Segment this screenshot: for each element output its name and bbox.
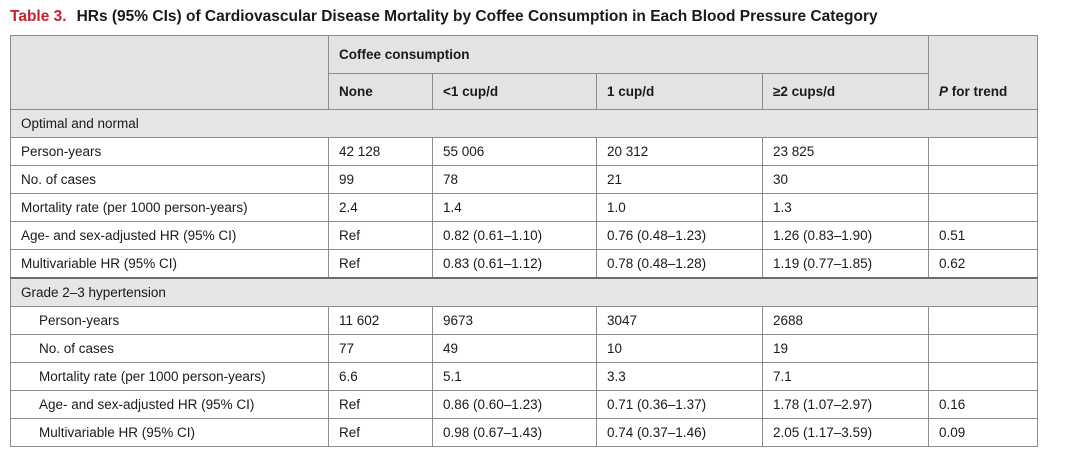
table-row: Age- and sex-adjusted HR (95% CI) Ref 0.82…	[10, 221, 1038, 250]
trend-cell	[928, 137, 1038, 166]
table-cell: 1.78 (1.07–2.97)	[762, 390, 929, 419]
header-col-1: 1 cup/d	[596, 73, 763, 110]
table-cell: 0.76 (0.48–1.23)	[596, 221, 763, 250]
table-cell: 1.19 (0.77–1.85)	[762, 249, 929, 279]
table-cell: 21	[596, 165, 763, 194]
table-row: Multivariable HR (95% CI) Ref 0.98 (0.67–1…	[10, 418, 1038, 447]
table-row: Mortality rate (per 1000 person-years) 6.…	[10, 362, 1038, 391]
row-label: No. of cases	[10, 165, 329, 194]
table-cell: 1.0	[596, 193, 763, 222]
trend-cell	[928, 193, 1038, 222]
table-row: No. of cases 99 78 21 30	[10, 165, 1038, 194]
table-cell: 0.78 (0.48–1.28)	[596, 249, 763, 279]
table-cell: 19	[762, 334, 929, 363]
table-cell: 20 312	[596, 137, 763, 166]
section-title: Optimal and normal	[10, 109, 1038, 138]
table-cell: 2.05 (1.17–3.59)	[762, 418, 929, 447]
table-caption: Table 3. HRs (95% CIs) of Cardiovascular …	[10, 6, 878, 28]
table-cell: 1.4	[432, 193, 597, 222]
row-label: Mortality rate (per 1000 person-years)	[10, 362, 329, 391]
header-col-ge2: ≥2 cups/d	[762, 73, 929, 110]
trend-cell: 0.09	[928, 418, 1038, 447]
table-cell: 0.74 (0.37–1.46)	[596, 418, 763, 447]
table-cell: 6.6	[328, 362, 433, 391]
table-cell: 0.71 (0.36–1.37)	[596, 390, 763, 419]
table-cell: 9673	[432, 306, 597, 335]
table-header: Coffee consumption P for trend None <1 c…	[10, 35, 1038, 110]
row-label: Mortality rate (per 1000 person-years)	[10, 193, 329, 222]
table-cell: 42 128	[328, 137, 433, 166]
table-cell: 99	[328, 165, 433, 194]
trend-cell	[928, 165, 1038, 194]
table-body: Optimal and normal Person-years 42 128 55 0…	[10, 109, 1038, 447]
table-row: Person-years 42 128 55 006 20 312 23 825	[10, 137, 1038, 166]
row-label: Multivariable HR (95% CI)	[10, 249, 329, 279]
trend-cell: 0.16	[928, 390, 1038, 419]
table-cell: 49	[432, 334, 597, 363]
header-col-none: None	[328, 73, 433, 110]
row-label: Person-years	[10, 306, 329, 335]
header-trend-text: for trend	[948, 84, 1008, 99]
row-label: Person-years	[10, 137, 329, 166]
header-empty-cell	[10, 35, 329, 110]
header-p-italic: P	[939, 84, 949, 99]
table-row: No. of cases 77 49 10 19	[10, 334, 1038, 363]
row-label: No. of cases	[10, 334, 329, 363]
table-title: HRs (95% CIs) of Cardiovascular Disease …	[76, 8, 878, 25]
trend-cell	[928, 362, 1038, 391]
section-title: Grade 2–3 hypertension	[10, 277, 1038, 307]
table-cell: 5.1	[432, 362, 597, 391]
table-row: Multivariable HR (95% CI) Ref 0.83 (0.61–1…	[10, 249, 1038, 279]
row-label: Age- and sex-adjusted HR (95% CI)	[10, 390, 329, 419]
section-header-row: Grade 2–3 hypertension	[10, 277, 1038, 307]
table-cell: 30	[762, 165, 929, 194]
table-row: Mortality rate (per 1000 person-years) 2.…	[10, 193, 1038, 222]
header-group-coffee: Coffee consumption	[328, 35, 929, 74]
table-cell: 10	[596, 334, 763, 363]
trend-cell: 0.62	[928, 249, 1038, 279]
trend-cell	[928, 334, 1038, 363]
table-number: Table 3.	[10, 8, 67, 25]
table-cell: Ref	[328, 249, 433, 279]
table-cell: 7.1	[762, 362, 929, 391]
table-row: Age- and sex-adjusted HR (95% CI) Ref 0.86…	[10, 390, 1038, 419]
section-header-row: Optimal and normal	[10, 109, 1038, 138]
table-cell: 0.82 (0.61–1.10)	[432, 221, 597, 250]
table-cell: 1.3	[762, 193, 929, 222]
row-label: Multivariable HR (95% CI)	[10, 418, 329, 447]
header-col-lt1: <1 cup/d	[432, 73, 597, 110]
table-cell: 0.86 (0.60–1.23)	[432, 390, 597, 419]
header-p-for-trend: P for trend	[928, 35, 1038, 110]
table-cell: 2.4	[328, 193, 433, 222]
trend-cell	[928, 306, 1038, 335]
table-cell: 0.98 (0.67–1.43)	[432, 418, 597, 447]
table-cell: 1.26 (0.83–1.90)	[762, 221, 929, 250]
table-cell: Ref	[328, 418, 433, 447]
table-cell: 55 006	[432, 137, 597, 166]
trend-cell: 0.51	[928, 221, 1038, 250]
table-cell: 23 825	[762, 137, 929, 166]
table-cell: Ref	[328, 390, 433, 419]
table-cell: 78	[432, 165, 597, 194]
table-cell: 11 602	[328, 306, 433, 335]
table-cell: 3047	[596, 306, 763, 335]
table-cell: 3.3	[596, 362, 763, 391]
data-table: Coffee consumption P for trend None <1 c…	[10, 35, 1038, 447]
row-label: Age- and sex-adjusted HR (95% CI)	[10, 221, 329, 250]
table-cell: Ref	[328, 221, 433, 250]
table-cell: 0.83 (0.61–1.12)	[432, 249, 597, 279]
table-cell: 2688	[762, 306, 929, 335]
table-row: Person-years 11 602 9673 3047 2688	[10, 306, 1038, 335]
table-cell: 77	[328, 334, 433, 363]
